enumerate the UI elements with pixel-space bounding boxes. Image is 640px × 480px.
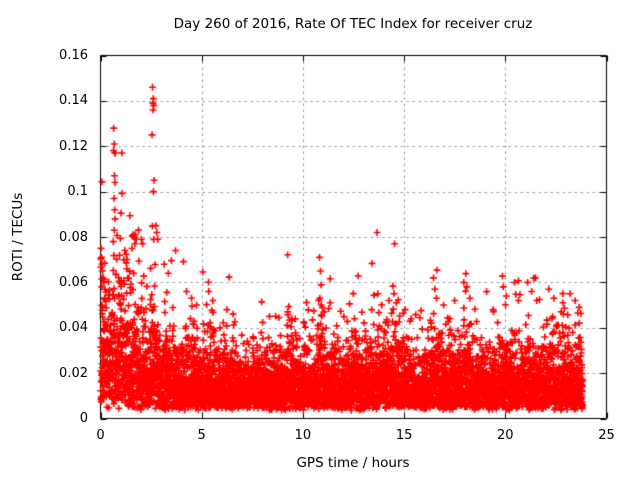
y-tick-label: 0.02	[59, 365, 88, 381]
y-tick-label: 0.1	[67, 184, 88, 200]
y-axis-title: ROTI / TECUs	[10, 192, 26, 282]
y-tick-label: 0.16	[59, 48, 88, 63]
y-tick-label: 0.14	[59, 93, 88, 109]
y-tick-label: 0.06	[59, 274, 88, 290]
x-tick-label: 5	[197, 428, 206, 443]
y-tick-label: 0.04	[59, 320, 88, 336]
x-tick-label: 25	[598, 428, 615, 443]
chart-title: Day 260 of 2016, Rate Of TEC Index for r…	[173, 16, 533, 32]
y-tick-label: 0.08	[59, 229, 88, 245]
y-tick-label: 0	[79, 411, 88, 426]
x-tick-label: 10	[294, 428, 312, 443]
x-axis-title: GPS time / hours	[296, 455, 410, 471]
x-tick-label: 15	[395, 428, 413, 443]
x-tick-label: 20	[497, 428, 514, 443]
x-tick-label: 0	[96, 428, 105, 443]
y-tick-label: 0.12	[59, 138, 88, 154]
